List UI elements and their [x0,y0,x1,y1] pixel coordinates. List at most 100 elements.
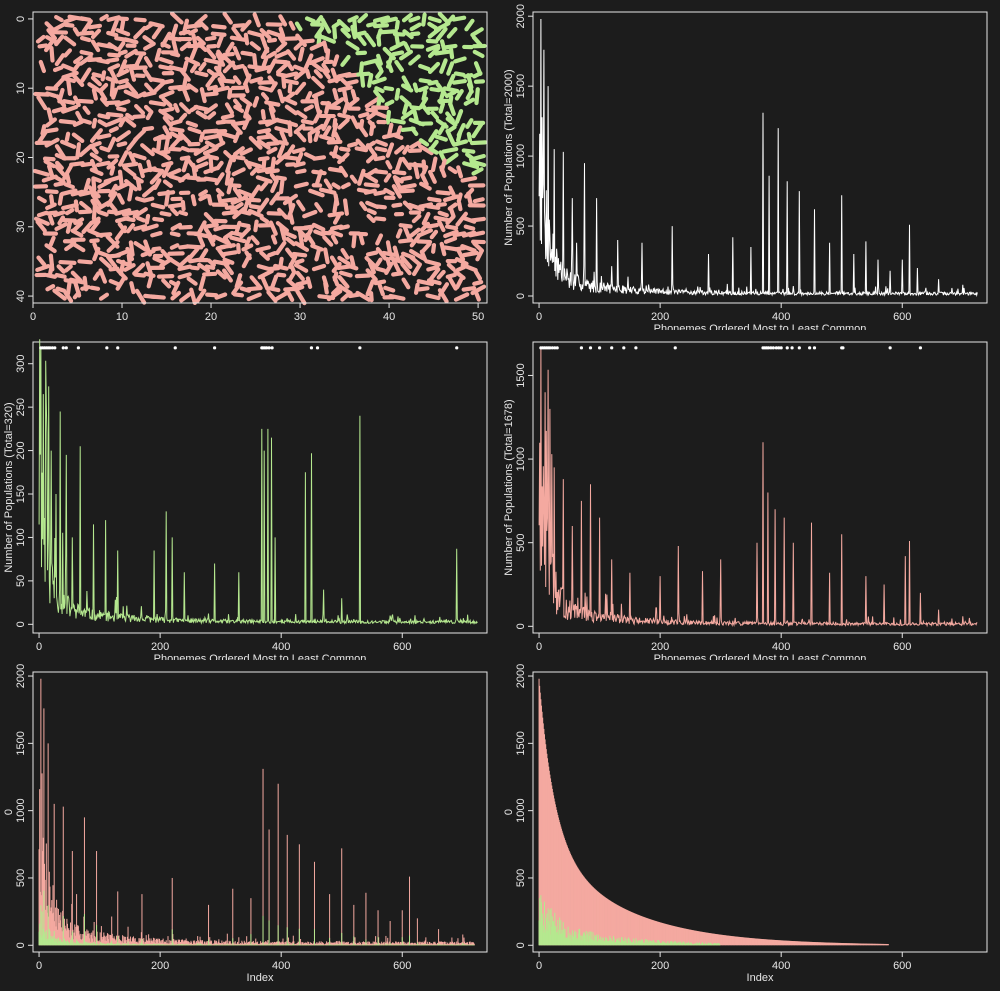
map-cell [107,63,121,72]
map-cell [194,70,209,78]
map-cell [197,19,209,31]
map-cell [177,272,192,280]
map-cell [230,195,247,206]
map-cell [53,181,65,187]
map-cell [134,288,147,305]
map-cell [152,256,166,265]
map-cell [455,247,466,262]
map-cell [166,168,182,177]
map-cell [332,197,339,214]
map-cell [401,12,413,23]
map-cell [54,53,66,67]
map-cell [240,209,252,216]
map-cell [345,79,359,86]
map-cell [438,101,446,114]
map-cell [107,52,121,58]
map-cell [327,211,345,218]
map-cell [266,146,278,155]
map-cell [105,76,119,84]
map-cell [158,108,174,121]
map-cell [296,131,307,143]
map-cell [305,276,313,289]
map-cell [468,230,486,238]
map-cell [429,86,441,93]
map-cell [35,219,47,233]
map-cell [212,234,229,245]
map-cell [63,35,77,47]
map-cell [333,131,341,142]
map-cell [472,241,485,253]
map-cell [36,195,47,204]
map-cell [425,293,441,301]
map-cell [71,73,85,88]
map-cell [429,229,439,240]
top-point [766,346,771,350]
map-cell [339,270,353,278]
map-cell [79,118,92,125]
map-cell [286,278,298,289]
map-cell [332,24,338,40]
y-tick-label: 1000 [515,447,527,471]
map-cell [386,60,394,74]
map-cell [400,108,416,121]
map-cell [168,257,182,268]
map-cell [161,161,172,179]
map-cell [291,251,308,258]
map-cell [254,65,272,73]
map-cell [433,215,451,223]
map-cell [114,249,129,258]
map-cell [462,161,480,170]
map-cell [257,80,274,85]
map-cell [326,289,343,302]
map-cell [252,12,261,28]
map-cell [220,197,238,204]
map-cell [347,264,359,271]
map-cell [133,272,147,278]
map-cell [466,191,473,205]
map-cell [230,202,244,213]
map-cell [416,279,435,287]
map-cell [182,60,189,73]
y-tick-label: 0 [515,623,527,629]
map-cell [241,243,254,252]
map-cell [77,259,93,265]
map-cell [133,241,148,252]
map-cell [232,45,242,61]
map-cell [294,21,303,32]
map-cell [447,185,456,197]
map-cell [367,72,374,88]
map-cell [402,101,409,116]
map-cell [342,101,350,115]
map-cell [54,175,66,184]
map-cell [206,233,216,247]
map-cell [214,292,228,300]
map-cell [312,155,327,161]
map-cell [123,116,137,128]
plot-frame [532,671,988,953]
map-cell [428,129,439,143]
map-cell [313,129,321,143]
map-cell [428,267,441,282]
map-cell [63,182,75,190]
chart-sorted-index: 0 200 400 600 0 500 1000 1500 2000 Index 0 [503,664,988,984]
map-cell [115,181,130,191]
map-cell [400,262,412,276]
map-cell [57,192,64,206]
map-cell [195,288,207,304]
map-cell [41,174,58,183]
map-cell [314,169,324,187]
map-cell [412,161,420,180]
map-cell [336,18,351,33]
map-cell [150,230,163,238]
map-cell [206,84,218,91]
map-cell [391,184,403,199]
map-cell [372,15,391,23]
y-tick-label: 0 [15,942,27,948]
map-cell [434,134,448,142]
map-cell [222,257,235,265]
map-cell [121,161,139,168]
map-cell [203,103,218,115]
map-cell [222,51,235,57]
map-cell [328,229,344,238]
map-cell [340,291,352,302]
